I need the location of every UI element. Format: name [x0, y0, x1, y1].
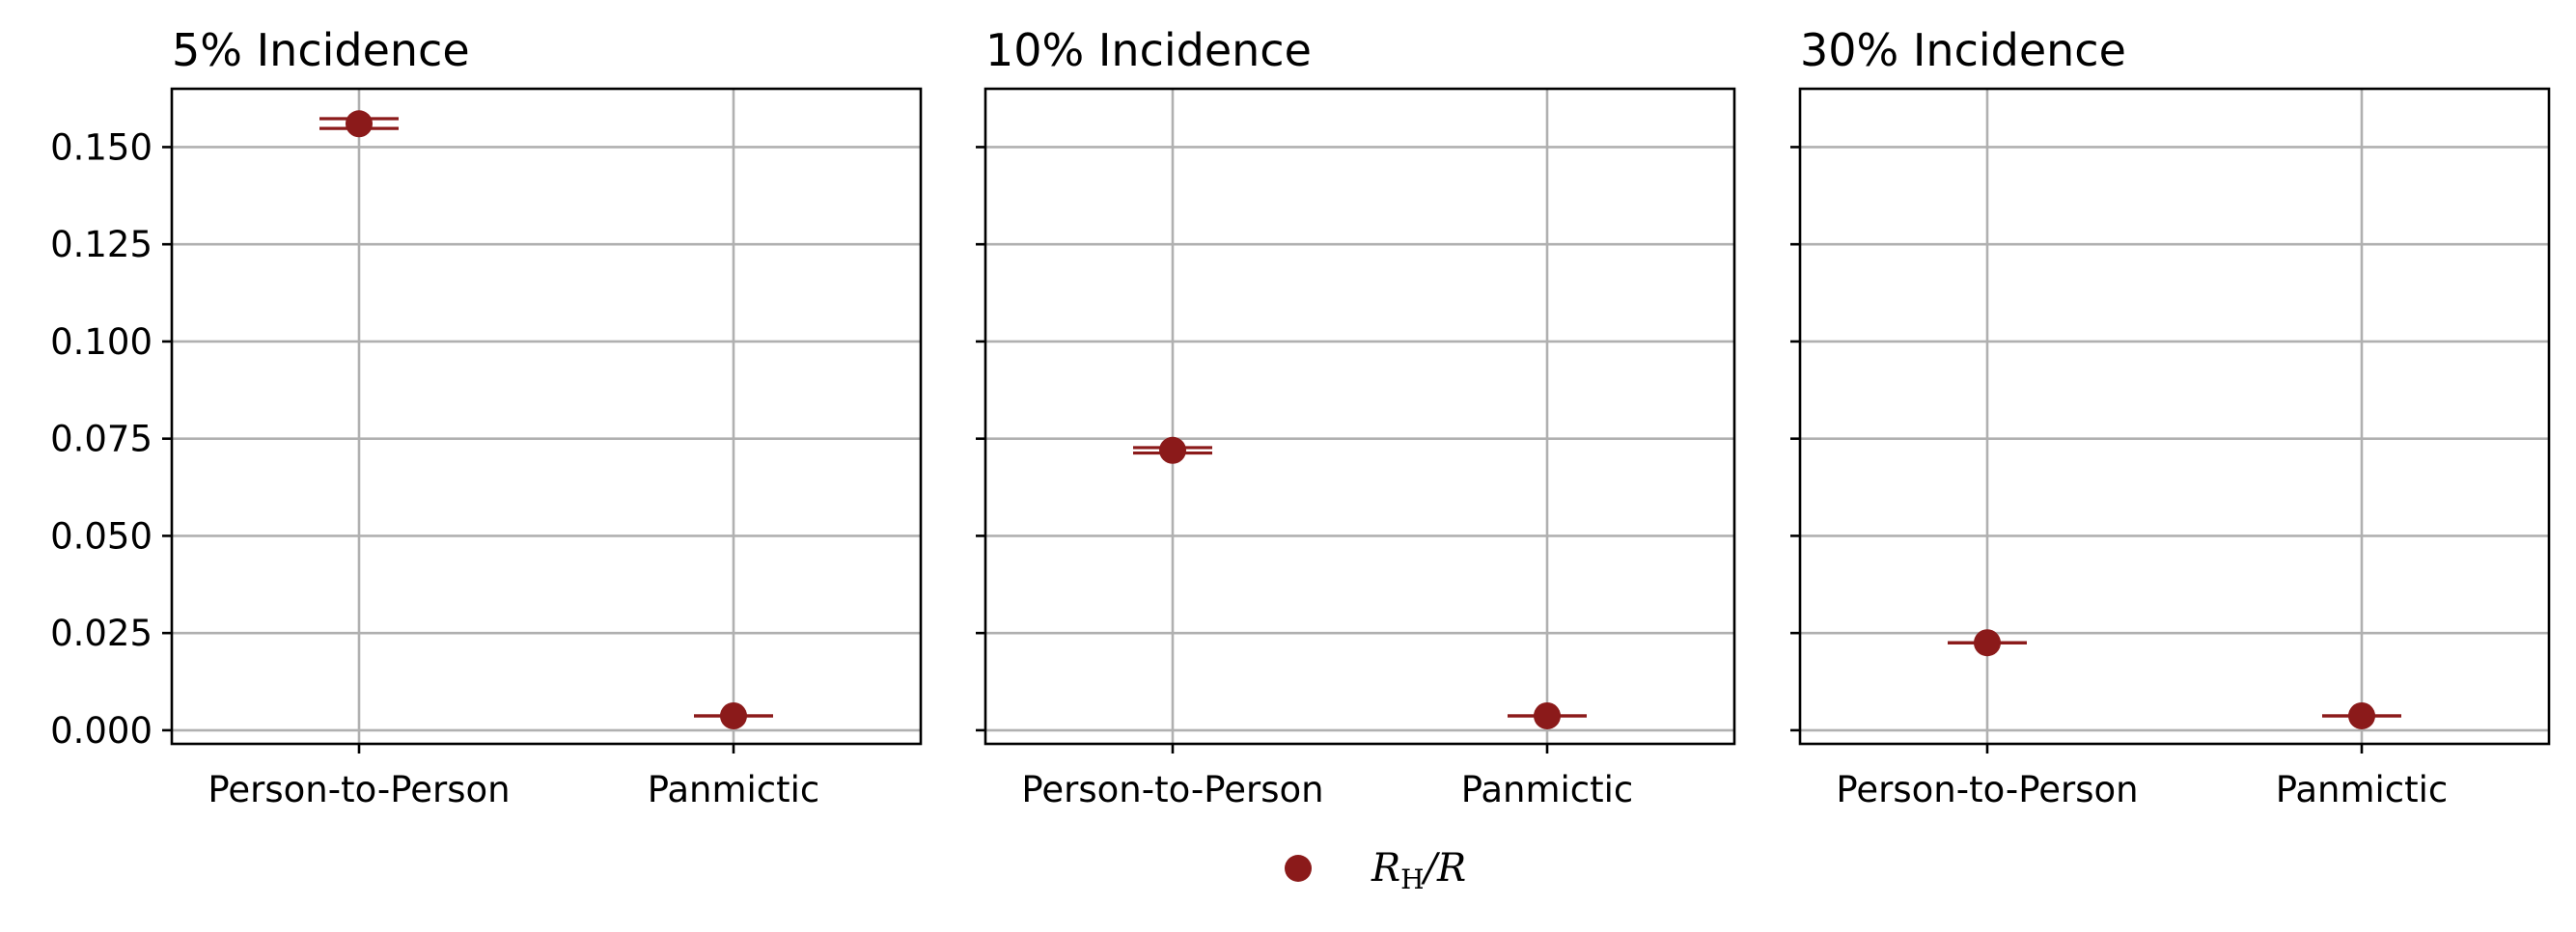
legend-label-suffix: /R [1421, 846, 1467, 891]
data-point [346, 110, 373, 138]
data-point [720, 701, 747, 729]
legend-marker [1285, 855, 1312, 882]
panel-1: 5% Incidence 0.000 0.025 0.050 0.075 0.100 0.1… [50, 24, 923, 810]
y-tick-label: 0.050 [50, 515, 152, 557]
axes-frame [1798, 87, 2551, 746]
y-tick-label: 0.025 [50, 613, 152, 654]
axes-frame [170, 87, 923, 746]
x-tick-label: Panmictic [648, 769, 820, 810]
panel-3: 30% Incidence Person-to-Person Panmictic [1790, 24, 2551, 810]
x-tick-label: Person-to-Person [1836, 769, 2138, 810]
y-tick-label: 0.075 [50, 419, 152, 460]
legend-label: RH/R [1371, 846, 1466, 895]
panel-title: 5% Incidence [172, 24, 470, 76]
y-tick-label: 0.125 [50, 224, 152, 265]
x-tick-label: Person-to-Person [208, 769, 510, 810]
x-tick-label: Person-to-Person [1021, 769, 1323, 810]
data-point [2348, 701, 2375, 729]
y-tick-label: 0.150 [50, 126, 152, 168]
data-point [1974, 629, 2001, 657]
data-point [1534, 701, 1561, 729]
axes-frame [983, 87, 1736, 746]
x-tick-label: Panmictic [1461, 769, 1634, 810]
legend-label-main: R [1371, 846, 1400, 891]
panel-2: 10% Incidence Person-to-Person Panmictic [976, 24, 1736, 810]
panels: 5% Incidence 0.000 0.025 0.050 0.075 0.100 0.1… [50, 24, 2551, 810]
panel-title: 10% Incidence [985, 24, 1312, 76]
x-tick-label: Panmictic [2276, 769, 2449, 810]
legend: RH/R [1285, 846, 1466, 895]
data-point [1159, 436, 1186, 464]
y-tick-label: 0.000 [50, 710, 152, 752]
legend-label-sub: H [1400, 863, 1424, 895]
y-tick-label: 0.100 [50, 321, 152, 363]
panel-title: 30% Incidence [1800, 24, 2126, 76]
